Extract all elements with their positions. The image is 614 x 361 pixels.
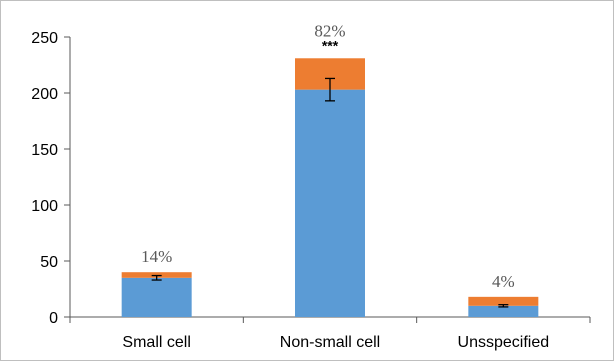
- error-bars: [151, 77, 509, 308]
- y-tick-label: 150: [31, 142, 58, 159]
- bar-labels: Small cell 14% Non-small cell ***82% Unsspec…: [122, 21, 549, 351]
- y-tick-label: 250: [31, 30, 58, 47]
- bars: [121, 58, 539, 317]
- y-tick-label: 200: [31, 86, 58, 103]
- percent-label: 14%: [141, 247, 172, 266]
- bar-segment-1: [468, 305, 539, 317]
- x-category-label: Unsspecified: [458, 334, 550, 351]
- x-category-label: Small cell: [122, 334, 190, 351]
- significance-label: ***: [322, 37, 339, 53]
- bar-segment-2: [468, 296, 539, 306]
- y-tick-label: 0: [49, 310, 58, 327]
- bar-segment-1: [295, 89, 365, 317]
- y-tick-label: 50: [40, 254, 58, 271]
- percent-label: 4%: [492, 272, 515, 291]
- y-tick-label: 100: [31, 198, 58, 215]
- percent-label: 82%: [314, 21, 345, 40]
- y-axis-ticks: 0 50 100 150 200 250: [31, 30, 70, 327]
- x-axis-ticks: [69, 317, 591, 323]
- x-category-label: Non-small cell: [280, 334, 380, 351]
- bar-segment-1: [121, 277, 192, 317]
